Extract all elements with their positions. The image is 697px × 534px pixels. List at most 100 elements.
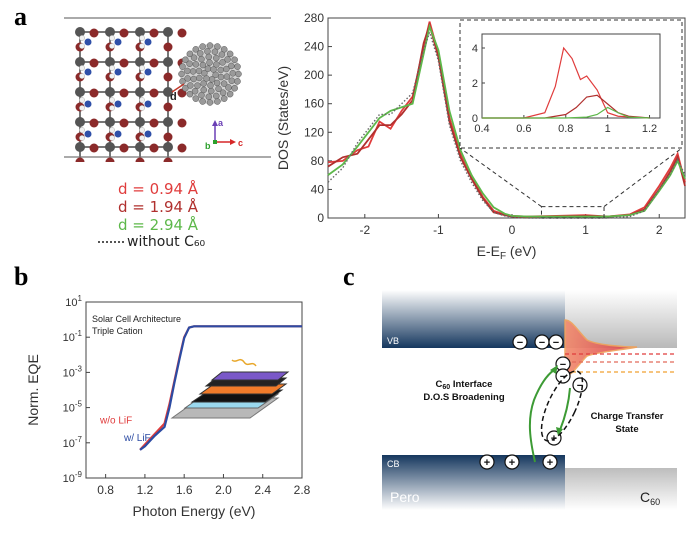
carbon-atom (229, 70, 237, 77)
carbon-atom (184, 67, 191, 75)
iodine-atom (149, 58, 159, 68)
panel-letter-a: a (14, 2, 27, 31)
carbon-atom (231, 56, 238, 63)
eqe-x-tick-label: 0.8 (97, 483, 114, 497)
iodine-atom (75, 157, 85, 162)
hydrogen-atom (109, 105, 115, 111)
hole-cb-1 (504, 454, 520, 470)
hydrogen-atom (139, 105, 145, 111)
dos-x-tick-label: -1 (433, 223, 444, 237)
carbon-atom (218, 51, 226, 58)
legend-dotted-swatch (98, 241, 124, 243)
carbon-atom (213, 92, 220, 100)
carbon-atom (198, 55, 205, 63)
carbon-atom (234, 63, 241, 70)
carbon-atom (225, 84, 232, 91)
carbon-atom (206, 42, 214, 49)
hydrogen-atom (79, 43, 85, 49)
carbon-atom (205, 53, 212, 61)
lead-atom (163, 117, 173, 127)
eqe-y-tick-label: 101 (65, 294, 82, 309)
lead-atom (135, 142, 145, 152)
iodine-atom (89, 28, 99, 38)
lead-atom (75, 117, 85, 127)
iodine-atom (89, 88, 99, 98)
dos-y-tick-label: 200 (304, 68, 324, 82)
iodine-atom (177, 143, 187, 153)
carbon-atom (190, 54, 198, 61)
dos-y-tick-label: 40 (311, 182, 325, 196)
nitrogen-atom (114, 38, 122, 46)
hydrogen-atom (79, 73, 85, 79)
hydrogen-atom (109, 97, 115, 103)
electron-interface-2 (555, 368, 571, 384)
legend-a-item-1: d = 1.94 Å (118, 198, 199, 216)
c60-cb-band (565, 468, 677, 510)
eqe-y-tick-label: 10-5 (63, 400, 83, 415)
c60-label: C60 (640, 489, 660, 507)
carbon-atom (219, 59, 226, 66)
hole-cb-2 (542, 454, 558, 470)
nitrogen-atom (84, 130, 92, 138)
lead-atom (105, 142, 115, 152)
ct-state-ellipse (540, 370, 584, 442)
dos-y-tick-label: 0 (317, 211, 324, 225)
zoom-guide-left (459, 147, 542, 207)
hole-cb-0-sign: + (484, 457, 490, 469)
electron-vb-2 (548, 334, 564, 350)
eqe-x-tick-label: 2.0 (215, 483, 232, 497)
axis-c-label: c (238, 138, 243, 148)
carbon-atom (187, 82, 194, 89)
panel-letter-c: c (343, 262, 355, 291)
band-diagram: VB CB Pero C60 − − −−−−++ + + C60 Interface … (382, 290, 677, 510)
hydrogen-atom (79, 135, 85, 141)
axis-a-label: a (218, 118, 224, 128)
nitrogen-atom (84, 38, 92, 46)
carbon-atom (205, 93, 213, 101)
hydrogen-atom (109, 73, 115, 79)
inset-x-tick-label: 1.2 (642, 123, 657, 135)
interface-text-line2: D.O.S Broadening (423, 392, 504, 403)
iodine-atom (177, 28, 187, 38)
iodine-atom (135, 157, 145, 162)
panel-letter-b: b (14, 262, 29, 291)
electron-vb-0 (512, 334, 528, 350)
carbon-atom (186, 90, 194, 98)
eqe-chart: 10-9 10-7 10-5 10-3 10-1 101 0.8 1.2 1.6 2.0 2.4 2.… (25, 294, 311, 519)
hydrogen-atom (139, 35, 145, 41)
iodine-atom (105, 157, 115, 162)
carbon-atom (226, 50, 234, 58)
carbon-atom (223, 73, 231, 80)
axis-b-label: b (205, 141, 211, 151)
carbon-atom (201, 69, 208, 77)
iodine-atom (149, 143, 159, 153)
hydrogen-atom (139, 127, 145, 133)
lead-atom (105, 117, 115, 127)
dos-plot-frame (327, 17, 686, 219)
lead-atom (105, 87, 115, 97)
carbon-atom (206, 99, 214, 106)
dos-y-tick-label: 240 (304, 40, 324, 54)
zoom-guide-right (603, 147, 683, 207)
lead-atom (75, 57, 85, 67)
carbon-atom (200, 80, 207, 87)
iodine-atom (163, 42, 173, 52)
dos-x-tick-label: -2 (359, 223, 370, 237)
iodine-atom (163, 157, 173, 162)
cb-label: CB (387, 459, 400, 469)
carbon-atom (234, 78, 241, 85)
carbon-atom (219, 89, 227, 96)
electron-interface-sign: − (560, 359, 566, 371)
iodine-atom (119, 143, 129, 153)
inset-series-line-2 (482, 106, 650, 119)
iodine-atom (163, 102, 173, 112)
iodine-atom (177, 118, 187, 128)
inset-plot-frame (481, 33, 661, 119)
hydrogen-atom (139, 97, 145, 103)
dos-y-tick-label: 120 (304, 125, 324, 139)
d-marker: d (170, 91, 177, 103)
hydrogen-atom (109, 35, 115, 41)
nitrogen-atom (84, 100, 92, 108)
iodine-atom (149, 28, 159, 38)
